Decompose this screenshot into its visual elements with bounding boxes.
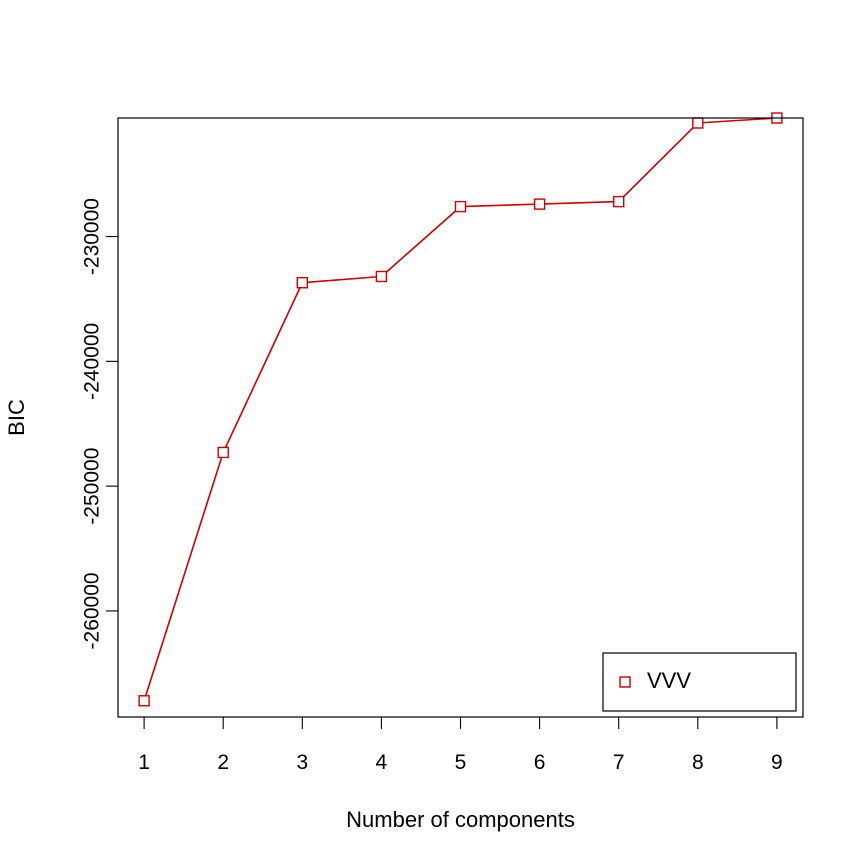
series-0-point-8	[692, 117, 704, 129]
series-0-segment-1	[143, 452, 224, 702]
x-tick-label-4: 4	[376, 751, 388, 774]
x-tick-label-6: 6	[534, 751, 546, 774]
x-tick-label-7: 7	[613, 751, 625, 774]
x-tick-label-8: 8	[692, 751, 704, 774]
y-tick-label-3: -230000	[81, 198, 104, 275]
legend-box	[602, 652, 797, 712]
y-axis-title: BIC	[4, 399, 29, 436]
y-tick-label-2: -240000	[81, 323, 104, 400]
x-tick-label-2: 2	[217, 751, 229, 774]
x-tick-label-5: 5	[455, 751, 467, 774]
series-0-segment-7	[618, 122, 699, 203]
series-0-point-7	[612, 195, 625, 208]
x-tick-label-3: 3	[296, 751, 308, 774]
series-0-segment-2	[222, 282, 304, 453]
axis-layer: 1 2 3 4 5 6 7 8 9 -260000 -250000 -240000 -230000 Num…	[4, 117, 804, 832]
series-0-segment-4	[380, 206, 462, 278]
legend-marker-vvv	[619, 676, 631, 688]
series-0-point-4	[375, 270, 388, 283]
legend-layer: VVV	[602, 652, 797, 712]
series-0-point-1	[138, 695, 150, 707]
series-0-segment-8	[697, 117, 777, 124]
series-0-point-2	[217, 446, 229, 459]
series-0-point-6	[533, 198, 546, 210]
y-tick-label-0: -260000	[81, 572, 104, 649]
x-tick-label-9: 9	[771, 751, 783, 774]
series-0-point-5	[454, 200, 467, 213]
x-axis-title: Number of components	[346, 807, 575, 832]
series-0-point-3	[296, 277, 309, 289]
series-0-segment-6	[539, 200, 619, 205]
series-0-segment-3	[302, 275, 382, 284]
legend-label-vvv: VVV	[647, 668, 691, 693]
x-tick-label-1: 1	[138, 751, 150, 774]
series-0-segment-5	[460, 203, 540, 208]
y-tick-label-1: -250000	[81, 448, 104, 525]
